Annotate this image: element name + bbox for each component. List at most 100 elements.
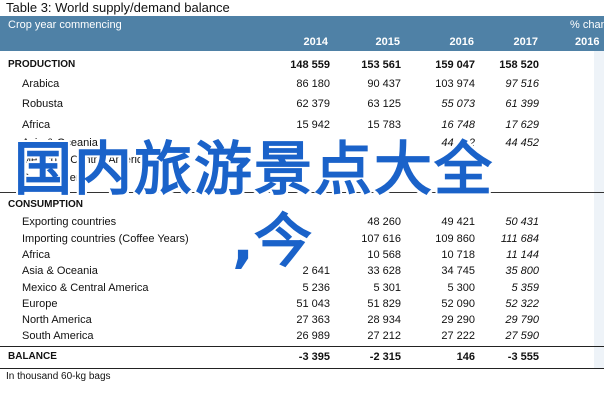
cell: 10 568 — [367, 249, 401, 261]
cell: 26 989 — [296, 330, 330, 342]
row-label: BALANCE — [8, 351, 57, 362]
cell: 16 748 — [441, 119, 475, 131]
cell: 51 829 — [367, 298, 401, 310]
crop-year-label: Crop year commencing — [8, 19, 122, 31]
consumption-total-row: CONSUMPTION — [0, 197, 604, 213]
table-row: Exporting countries 48 260 49 421 50 431 — [0, 214, 604, 230]
cell: 5 236 — [302, 282, 330, 294]
cell: 44 452 — [505, 137, 539, 149]
cell: 5 300 — [447, 282, 475, 294]
row-label: Robusta — [22, 98, 63, 110]
production-total-row: PRODUCTION 148 559 153 561 159 047 158 5… — [0, 57, 604, 73]
table-row: Mexico & Central America 5 236 5 301 5 3… — [0, 280, 604, 296]
row-label: Mexico & Central America — [22, 154, 149, 166]
row-label: Mexico & Central America — [22, 282, 149, 294]
pct-year-header: 2016 — [575, 36, 600, 48]
cell: 33 628 — [367, 265, 401, 277]
cell: 48 260 — [367, 216, 401, 228]
table-row: South America 26 989 27 212 27 222 27 59… — [0, 328, 604, 344]
cell: 158 520 — [499, 59, 539, 71]
cell: 5 359 — [511, 282, 539, 294]
row-label: South America — [22, 330, 94, 342]
row-label: Arabica — [22, 78, 60, 90]
row-label: North America — [22, 314, 92, 326]
cell: 50 431 — [505, 216, 539, 228]
row-label: Exporting countries — [22, 216, 117, 228]
cell: 35 800 — [505, 265, 539, 277]
year-header: 2017 — [513, 36, 538, 48]
table-row: North America 27 363 28 934 29 290 29 79… — [0, 312, 604, 328]
year-header: 2016 — [449, 36, 474, 48]
row-label: Africa — [22, 249, 51, 261]
table-row: Africa 15 942 15 783 16 748 17 629 — [0, 117, 604, 133]
row-label: Importing countries (Coffee Years) — [22, 233, 189, 245]
table-row: Europe 51 043 51 829 52 090 52 322 — [0, 296, 604, 312]
cell: 5 301 — [373, 282, 401, 294]
cell: 62 379 — [296, 98, 330, 110]
section-divider — [0, 192, 604, 193]
cell: 86 180 — [296, 78, 330, 90]
cell: 2 641 — [302, 265, 330, 277]
overlay-watermark-text: 国内旅游景点大全 — [14, 135, 495, 203]
cell: 44 452 — [441, 137, 475, 149]
table-header: Crop year commencing % chang 2014 2015 2… — [0, 16, 604, 51]
table-row: Importing countries (Coffee Years) 107 6… — [0, 231, 604, 247]
overlay-watermark-text-2: ,今 — [232, 207, 313, 275]
cell: -3 395 — [298, 351, 330, 363]
pct-column-band — [594, 51, 604, 369]
cell: -3 555 — [507, 351, 539, 363]
cell: 103 974 — [435, 78, 475, 90]
balance-row: BALANCE -3 395 -2 315 146 -3 555 — [0, 349, 604, 365]
cell: 29 790 — [505, 314, 539, 326]
table-row: Arabica 86 180 90 437 103 974 97 516 — [0, 76, 604, 92]
table-row: Asia & Oceania 44 452 44 452 — [0, 135, 604, 151]
table-row: Africa 10 568 10 718 11 144 — [0, 247, 604, 263]
cell: -2 315 — [369, 351, 401, 363]
row-label: Asia & Oceania — [22, 137, 98, 149]
cell: 10 718 — [441, 249, 475, 261]
cell: 153 561 — [361, 59, 401, 71]
cell: 27 212 — [367, 330, 401, 342]
cell: 27 222 — [441, 330, 475, 342]
cell: 11 144 — [506, 249, 539, 261]
year-header: 2015 — [375, 36, 400, 48]
table-bottom-rule — [0, 368, 604, 369]
cell: 146 — [456, 351, 475, 363]
cell: 63 125 — [367, 98, 401, 110]
cell: 17 629 — [505, 119, 539, 131]
cell: 148 559 — [290, 59, 330, 71]
year-header: 2014 — [303, 36, 328, 48]
cell: 27 363 — [296, 314, 330, 326]
table-row: Mexico & Central America — [0, 152, 604, 168]
cell: 111 684 — [500, 233, 539, 245]
row-label: Europe — [22, 298, 58, 310]
cell: 34 745 — [441, 265, 475, 277]
table-row: Asia & Oceania 2 641 33 628 34 745 35 80… — [0, 263, 604, 279]
cell: 52 090 — [441, 298, 475, 310]
table-row: South America — [0, 170, 604, 186]
cell: 51 043 — [296, 298, 330, 310]
cell: 107 616 — [361, 233, 401, 245]
cell: 159 047 — [435, 59, 475, 71]
row-label: Asia & Oceania — [22, 265, 98, 277]
cell: 61 399 — [505, 98, 539, 110]
row-label: Africa — [22, 119, 51, 131]
cell: 28 934 — [367, 314, 401, 326]
table-title: Table 3: World supply/demand balance — [6, 0, 230, 15]
cell: 52 322 — [505, 298, 539, 310]
cell: 49 421 — [441, 216, 475, 228]
cell: 15 783 — [367, 119, 401, 131]
row-label: PRODUCTION — [8, 59, 76, 70]
cell: 55 073 — [441, 98, 475, 110]
row-label: South America — [22, 172, 94, 184]
section-divider — [0, 346, 604, 347]
pct-change-label: % chang — [570, 19, 604, 31]
cell: 97 516 — [505, 78, 539, 90]
cell: 15 942 — [296, 119, 330, 131]
cell: 29 290 — [441, 314, 475, 326]
cell: 90 437 — [367, 78, 401, 90]
table-row: Robusta 62 379 63 125 55 073 61 399 — [0, 96, 604, 112]
table-footnote: In thousand 60-kg bags — [6, 371, 111, 382]
cell: 109 860 — [435, 233, 475, 245]
row-label: CONSUMPTION — [8, 199, 83, 210]
